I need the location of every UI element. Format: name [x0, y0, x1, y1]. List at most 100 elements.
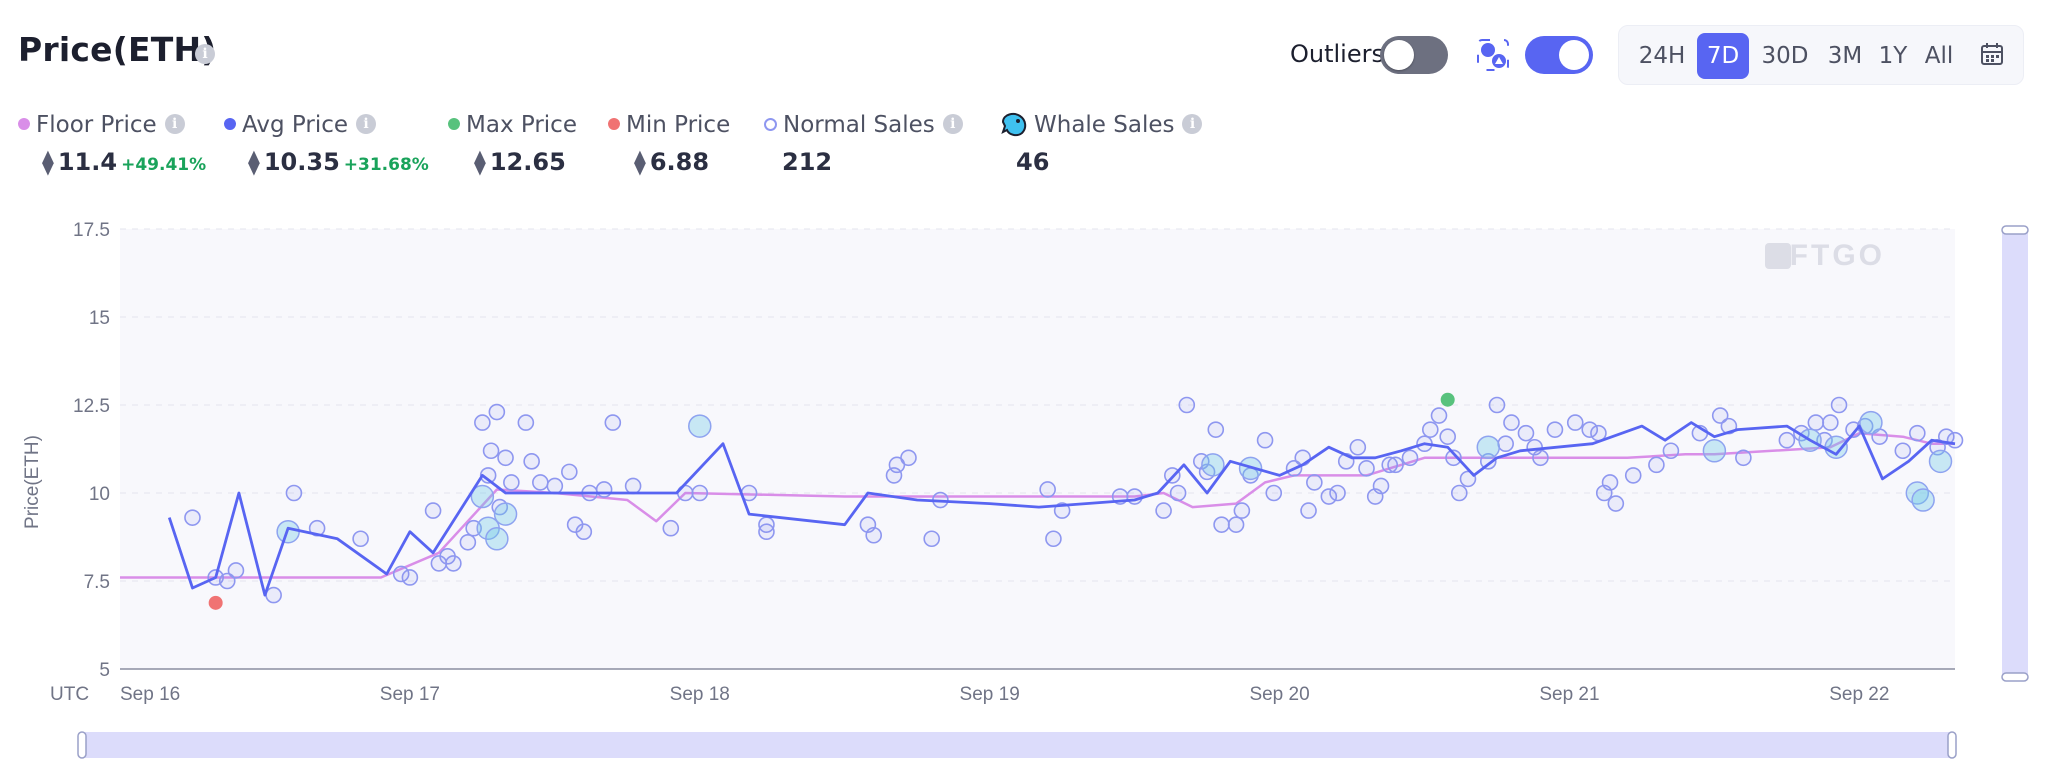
legend-label: Normal Sales [783, 112, 935, 138]
normal-sales-stat: 212 [782, 148, 832, 176]
normal-sale-point [1624, 467, 1642, 484]
x-tick-label: Sep 17 [380, 684, 440, 705]
horizontal-zoom-handle-left[interactable] [77, 731, 87, 759]
vertical-zoom-handle-top[interactable] [2001, 225, 2029, 235]
info-icon[interactable]: i [195, 44, 215, 64]
normal-sale-point [1233, 502, 1251, 519]
normal-sale-point [595, 481, 613, 498]
vertical-zoom-track[interactable] [2002, 229, 2028, 677]
normal-sale-point [923, 530, 940, 548]
normal-sale-point [1822, 414, 1839, 431]
normal-sale-point [1387, 456, 1404, 474]
max-price-point [1440, 392, 1455, 407]
normal-sale-point [1320, 488, 1338, 505]
normal-sale-point [445, 555, 462, 572]
range-7d-button[interactable]: 7D [1697, 33, 1749, 79]
min-price-value: 6.88 [649, 148, 710, 176]
avg-price-line [167, 421, 1956, 597]
normal-sale-point [1778, 431, 1796, 449]
whale-sale-point [1859, 410, 1883, 435]
plot-area [120, 229, 1955, 669]
range-24h-button[interactable]: 24H [1638, 43, 1686, 69]
normal-sale-point [1381, 456, 1399, 474]
legend-max-price[interactable]: Max Price [448, 112, 577, 138]
normal-sale-point [1546, 421, 1564, 438]
range-all-button[interactable]: All [1924, 43, 1954, 69]
normal-sale-point [1358, 460, 1375, 477]
legend-avg-price[interactable]: Avg Price i [224, 112, 377, 138]
normal-sale-point [1439, 428, 1456, 445]
normal-sale-point [218, 572, 236, 590]
legend-normal-sales[interactable]: Normal Sales i [764, 112, 963, 138]
legend-label: Min Price [626, 112, 731, 138]
info-icon[interactable]: i [942, 114, 963, 134]
info-icon[interactable]: i [356, 114, 377, 134]
normal-sale-point [865, 526, 883, 544]
avg-price-series [167, 421, 1956, 597]
whale-sale-point [1911, 488, 1935, 512]
horizontal-zoom-handle-right[interactable] [1947, 731, 1957, 759]
avg-price-value: 10.35 [263, 148, 340, 176]
normal-sale-point [1300, 502, 1317, 519]
grid-lines [120, 228, 1955, 670]
legend-label: Whale Sales [1034, 112, 1175, 138]
x-axis-ticks: Sep 16 Sep 17 Sep 18 Sep 19 Sep 20 Sep 21 Sep … [120, 684, 1889, 705]
x-tick-label: Sep 20 [1249, 684, 1309, 705]
range-3m-button[interactable]: 3M [1827, 43, 1863, 69]
normal-sale-point [1430, 407, 1448, 424]
normal-sale-point [497, 449, 514, 467]
y-tick-label: 7.5 [84, 572, 110, 593]
normal-sale-point [532, 474, 549, 491]
vertical-zoom-handle-bottom[interactable] [2001, 672, 2029, 682]
legend-whale-sales[interactable]: Whale Sales i [1000, 112, 1203, 138]
normal-sale-point [1039, 481, 1056, 498]
whale-sale-point [1201, 453, 1225, 477]
calendar-icon[interactable] [1980, 42, 2004, 66]
normal-sale-point [227, 562, 245, 579]
whale-filter-icon[interactable] [1475, 37, 1511, 73]
normal-sale-point [1445, 449, 1462, 467]
normal-sale-point [1648, 456, 1665, 474]
floor-price-series [120, 431, 1955, 579]
normal-sale-point [1601, 474, 1619, 491]
max-price-value: 12.65 [489, 148, 566, 176]
info-icon[interactable]: i [164, 114, 185, 134]
normal-sale-point [1946, 431, 1964, 449]
toggle-knob [1559, 40, 1589, 70]
horizontal-zoom-track[interactable] [82, 732, 1952, 758]
range-30d-button[interactable]: 30D [1761, 43, 1809, 69]
y-tick-label: 12.5 [73, 396, 110, 417]
legend-floor-price[interactable]: Floor Price i [18, 112, 185, 138]
floor-price-change: +49.41% [121, 155, 207, 175]
whale-toggle[interactable] [1525, 36, 1593, 74]
range-1y-button[interactable]: 1Y [1878, 43, 1908, 69]
y-tick-label: 15 [89, 308, 110, 329]
legend-min-price[interactable]: Min Price [608, 112, 730, 138]
whale-sales-stat: 46 [1016, 148, 1049, 176]
normal-sales-dot [764, 117, 777, 131]
normal-sale-point [1909, 424, 1926, 442]
normal-sale-point [758, 523, 775, 541]
outliers-label: Outliers [1290, 40, 1384, 68]
normal-sale-point [1894, 442, 1912, 460]
floor-price-value: 11.4 [57, 148, 118, 176]
info-icon[interactable]: i [1182, 114, 1203, 134]
outliers-toggle[interactable] [1380, 36, 1448, 74]
normal-sale-point [1450, 484, 1468, 502]
whale-sale-point [1476, 435, 1501, 459]
normal-sale-point [1329, 484, 1346, 502]
normal-sale-point [265, 586, 282, 604]
normal-sale-point [1735, 449, 1752, 467]
toggle-knob [1384, 40, 1414, 70]
normal-sale-point [503, 474, 520, 491]
y-tick-label: 10 [89, 484, 110, 505]
x-tick-label: Sep 16 [120, 684, 180, 705]
whale-sale-point [688, 414, 712, 438]
normal-sale-point [662, 519, 680, 537]
normal-sale-point [517, 414, 535, 431]
legend-label: Avg Price [242, 112, 349, 138]
normal-sale-point [479, 467, 497, 484]
whale-sale-point [485, 527, 509, 551]
normal-sale-point [1497, 435, 1514, 453]
